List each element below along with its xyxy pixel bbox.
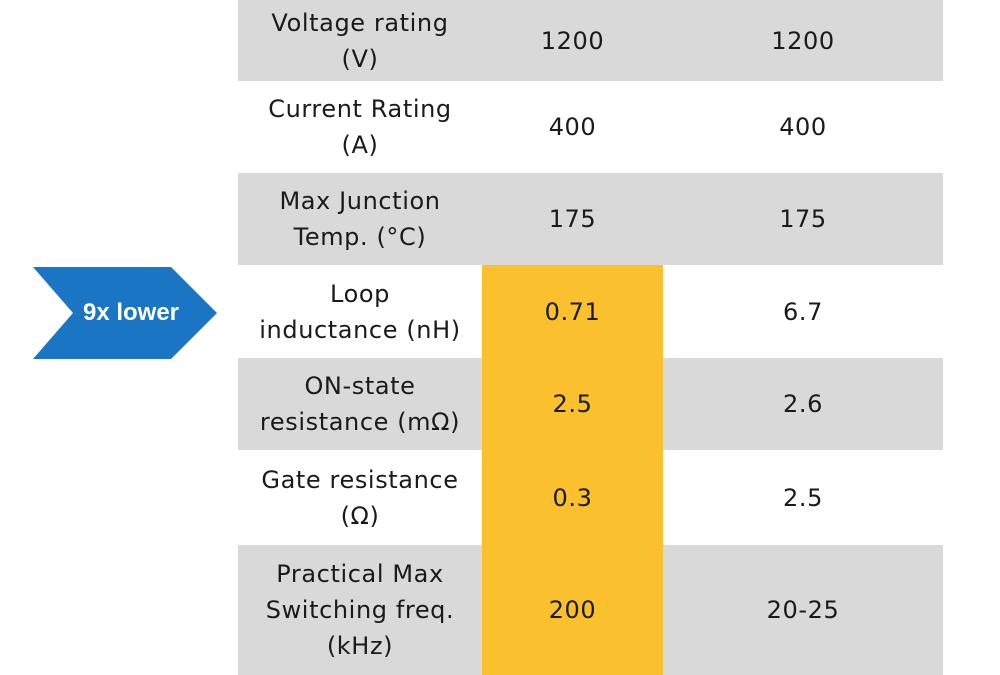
param-cell: Voltage rating (V) <box>271 8 449 73</box>
param-cell: Gate resistance (Ω) <box>261 465 459 530</box>
param-cell: Max Junction Temp. (°C) <box>279 187 441 251</box>
table-row: Voltage rating (V) 1200 1200 <box>238 0 943 81</box>
chevron-arrow-icon <box>33 267 217 359</box>
callout-label: 9x lower <box>82 299 180 326</box>
highlighted-value-cell: 2.5 <box>482 358 663 450</box>
highlighted-value-cell: 200 <box>482 545 663 675</box>
param-cell: Loop inductance (nH) <box>259 279 461 344</box>
value-cell: 2.5 <box>783 483 823 512</box>
highlighted-value-cell: 0.71 <box>482 265 663 358</box>
value-cell: 1200 <box>540 26 605 55</box>
table-row: Max Junction Temp. (°C) 175 175 <box>238 173 943 265</box>
value-cell: 175 <box>548 205 597 233</box>
value-cell: 2.6 <box>783 390 823 418</box>
param-cell: Current Rating (A) <box>268 95 452 159</box>
value-cell: 20-25 <box>766 596 840 624</box>
value-cell: 400 <box>779 113 827 141</box>
param-cell: Practical Max Switching freq. (kHz) <box>265 560 455 660</box>
table-row: Loop inductance (nH) 0.71 6.7 <box>238 265 943 358</box>
value-cell: 6.7 <box>783 297 823 326</box>
table-row: Current Rating (A) 400 400 <box>238 81 943 173</box>
table-row: ON-state resistance (mΩ) 2.5 2.6 <box>238 358 943 450</box>
callout-arrow: 9x lower <box>33 267 217 359</box>
value-cell: 400 <box>548 113 597 141</box>
param-cell: ON-state resistance (mΩ) <box>259 372 461 436</box>
table-row: Gate resistance (Ω) 0.3 2.5 <box>238 450 943 545</box>
table-row: Practical Max Switching freq. (kHz) 200 20… <box>238 545 943 675</box>
comparison-table: Voltage rating (V) 1200 1200 Current Rati… <box>238 0 943 675</box>
value-cell: 1200 <box>771 26 835 55</box>
value-cell: 175 <box>779 205 827 233</box>
highlighted-value-cell: 0.3 <box>482 450 663 545</box>
